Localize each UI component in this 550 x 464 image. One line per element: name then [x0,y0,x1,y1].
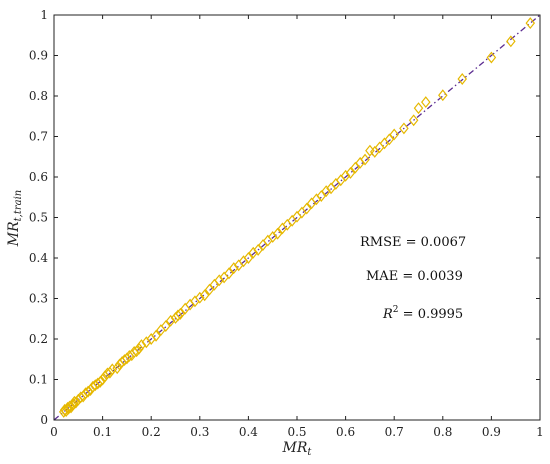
y-axis-label: MRt,train [6,190,24,248]
data-point [161,320,171,333]
y-tick-label: 0.3 [29,292,48,306]
data-point [112,362,122,375]
x-tick-label: 0.3 [190,425,209,439]
y-tick-label: 0 [40,413,48,427]
data-point [151,329,161,342]
y-tick-label: 0.7 [29,130,48,144]
x-tick-label: 0.9 [482,425,501,439]
plot-area [53,14,541,421]
r2-superscript: 2 [393,305,399,315]
data-point [248,246,259,259]
data-point [107,363,118,376]
data-point [408,114,419,127]
y-axis-ticks: 0 0.1 0.2 0.3 0.4 0.5 0.6 0.7 0.8 0.9 1 [29,8,540,427]
x-tick-label: 1 [536,425,544,439]
data-point [229,262,239,275]
r2-annotation: R2 = 0.9995 [382,305,463,322]
data-point [165,314,176,327]
data-point [301,202,312,215]
data-point [224,267,234,280]
reference-line [53,14,541,421]
x-tick-label: 0.7 [385,425,404,439]
data-point [69,395,80,408]
y-tick-label: 1 [40,8,48,22]
data-point [399,122,409,135]
data-point [345,166,356,179]
data-point [214,274,225,287]
data-point [438,89,448,102]
x-axis-label-subscript: t [307,447,312,458]
x-tick-label: 0.6 [336,425,355,439]
rmse-annotation: RMSE = 0.0067 [360,235,466,250]
x-axis-label: MRt [282,440,313,458]
data-point [131,345,142,358]
data-point [71,396,81,409]
data-point [486,51,497,64]
data-point [389,128,399,141]
x-axis-label-main: MR [282,440,308,456]
y-tick-label: 0.8 [29,89,48,103]
points-layer [58,17,536,418]
data-point [97,373,108,386]
data-point [457,73,468,85]
data-point [272,227,283,240]
data-point [134,342,144,355]
x-tick-label: 0.1 [93,425,112,439]
y-tick-label: 0.9 [29,49,48,63]
data-point [413,102,424,115]
x-tick-label: 0.4 [239,425,258,439]
x-tick-label: 0.2 [142,425,161,439]
data-point [199,289,210,302]
r2-label: R [382,307,393,322]
y-tick-label: 0.1 [29,373,48,387]
x-tick-label: 0.5 [287,425,306,439]
data-point [243,252,254,264]
y-axis-label-subscript: t,train [13,190,24,222]
mae-annotation: MAE = 0.0039 [366,269,463,284]
data-point [321,185,331,198]
data-point [175,307,186,320]
data-point [506,35,516,48]
data-point [95,375,105,388]
data-point [421,96,431,109]
data-point [173,309,183,322]
y-tick-label: 0.2 [29,332,48,346]
data-point [360,153,370,166]
r2-value: = 0.9995 [399,307,464,322]
data-point [136,339,147,352]
data-point [195,291,205,304]
y-tick-label: 0.6 [29,170,48,184]
y-axis-label-main: MR [6,221,22,247]
y-tick-label: 0.4 [29,251,48,265]
x-tick-label: 0 [50,425,58,439]
x-axis-ticks: 0 0.1 0.2 0.3 0.4 0.5 0.6 0.7 0.8 0.9 1 [50,15,544,439]
y-tick-label: 0.5 [29,211,48,225]
data-point [525,17,536,30]
data-point [340,169,351,182]
data-point [105,366,115,379]
x-tick-label: 0.8 [433,425,452,439]
